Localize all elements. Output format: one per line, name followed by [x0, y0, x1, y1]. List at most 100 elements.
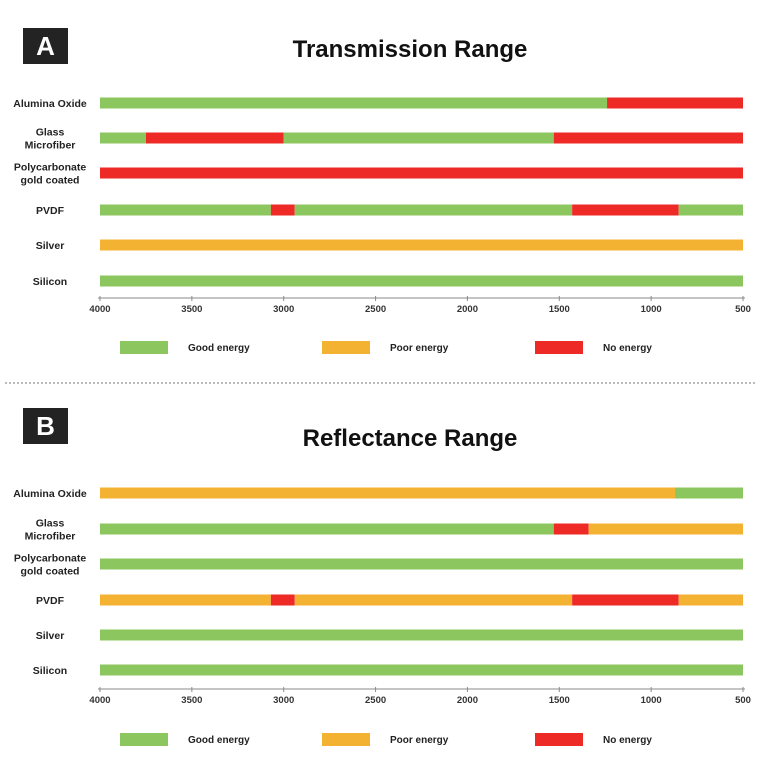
bar-segment-none	[270, 204, 295, 216]
legend-label: Good energy	[188, 343, 250, 354]
row-label-line: gold coated	[21, 566, 80, 578]
x-tick-label: 3500	[181, 695, 202, 706]
bar-segment-good	[100, 629, 743, 641]
legend-label: Poor energy	[390, 343, 449, 354]
bar-segment-none	[270, 594, 295, 606]
chart-row: PVDF	[36, 204, 743, 217]
chart-row: Silicon	[33, 275, 743, 288]
legend-swatch-none	[535, 341, 583, 354]
bar-segment-poor	[588, 523, 743, 535]
chart-title: Transmission Range	[293, 36, 528, 63]
legend-swatch-none	[535, 733, 583, 746]
legend-swatch-poor	[322, 733, 370, 746]
legend-item: Good energy	[120, 733, 250, 746]
chart-row: Polycarbonate gold coated	[14, 553, 743, 578]
row-label: Alumina Oxide	[13, 98, 87, 110]
row-label: Glass Microfiber	[25, 518, 76, 543]
row-label: Silver	[36, 240, 65, 252]
panel-badge-letter: A	[36, 31, 55, 61]
row-label: PVDF	[36, 205, 65, 217]
row-label: Polycarbonate gold coated	[14, 162, 87, 187]
chart-row: Silver	[36, 239, 743, 252]
chart-title: Reflectance Range	[303, 425, 518, 452]
row-label-line: PVDF	[36, 595, 65, 607]
x-tick-label: 2500	[365, 695, 386, 706]
bar-segment-none	[607, 97, 743, 109]
chart-panel-a: A Transmission Range Alumina Oxide Glass Mic…	[13, 28, 751, 354]
bar-segment-none	[553, 132, 743, 144]
x-tick-label: 4000	[89, 304, 110, 315]
row-label-line: Microfiber	[25, 140, 76, 152]
x-tick-label: 2500	[365, 304, 386, 315]
row-label: Silver	[36, 630, 65, 642]
bar-segment-good	[283, 132, 554, 144]
row-label-line: Alumina Oxide	[13, 488, 87, 500]
legend-item: No energy	[535, 733, 652, 746]
row-label-line: PVDF	[36, 205, 65, 217]
row-label-line: Microfiber	[25, 531, 76, 543]
x-tick-label: 4000	[89, 695, 110, 706]
chart-row: Polycarbonate gold coated	[14, 162, 743, 187]
x-tick-label: 3000	[273, 304, 294, 315]
row-label-line: Silicon	[33, 276, 67, 288]
legend-label: Poor energy	[390, 735, 449, 746]
x-tick-label: 3000	[273, 695, 294, 706]
bar-segment-good	[100, 275, 743, 287]
legend-label: Good energy	[188, 735, 250, 746]
bar-segment-none	[572, 204, 679, 216]
legend-item: Poor energy	[322, 733, 449, 746]
bar-segment-good	[100, 132, 146, 144]
x-tick-label: 1000	[641, 304, 662, 315]
row-label-line: Glass	[36, 127, 65, 139]
legend-swatch-good	[120, 341, 168, 354]
chart-row: Alumina Oxide	[13, 487, 743, 500]
chart-row: Glass Microfiber	[25, 518, 743, 543]
x-tick-label: 2000	[457, 304, 478, 315]
row-label-line: Glass	[36, 518, 65, 530]
legend-item: Poor energy	[322, 341, 449, 354]
x-tick-label: 1500	[549, 695, 570, 706]
row-label-line: Polycarbonate	[14, 553, 87, 565]
bar-segment-good	[100, 558, 743, 570]
chart-row: Silicon	[33, 664, 743, 677]
row-label-line: Silicon	[33, 665, 67, 677]
panel-badge	[23, 28, 68, 64]
chart-panel-b: B Reflectance Range Alumina Oxide Glass Micr…	[13, 408, 751, 746]
bar-segment-good	[100, 664, 743, 676]
legend-item: No energy	[535, 341, 652, 354]
legend-label: No energy	[603, 343, 652, 354]
row-label: Alumina Oxide	[13, 488, 87, 500]
chart-row: Alumina Oxide	[13, 97, 743, 110]
x-tick-label: 3500	[181, 304, 202, 315]
x-tick-label: 2000	[457, 695, 478, 706]
x-tick-label: 1000	[641, 695, 662, 706]
bar-segment-poor	[678, 594, 743, 606]
legend-label: No energy	[603, 735, 652, 746]
panel-badge	[23, 408, 68, 444]
bar-segment-poor	[100, 239, 743, 251]
bar-segment-poor	[100, 594, 271, 606]
bar-segment-none	[572, 594, 679, 606]
row-label-line: Silver	[36, 630, 65, 642]
bar-segment-good	[100, 97, 608, 109]
row-label-line: Silver	[36, 240, 65, 252]
bar-segment-poor	[294, 594, 573, 606]
bar-segment-none	[100, 167, 743, 179]
row-label: PVDF	[36, 595, 65, 607]
bar-segment-good	[100, 523, 554, 535]
panel-badge-letter: B	[36, 411, 55, 441]
legend-item: Good energy	[120, 341, 250, 354]
row-label-line: Polycarbonate	[14, 162, 87, 174]
row-label: Glass Microfiber	[25, 127, 76, 152]
legend-swatch-good	[120, 733, 168, 746]
x-tick-label: 500	[735, 695, 751, 706]
row-label: Polycarbonate gold coated	[14, 553, 87, 578]
x-tick-label: 500	[735, 304, 751, 315]
bar-segment-good	[100, 204, 271, 216]
legend-swatch-poor	[322, 341, 370, 354]
bar-segment-good	[675, 487, 743, 499]
x-tick-label: 1500	[549, 304, 570, 315]
bar-segment-good	[678, 204, 743, 216]
bar-segment-none	[145, 132, 284, 144]
